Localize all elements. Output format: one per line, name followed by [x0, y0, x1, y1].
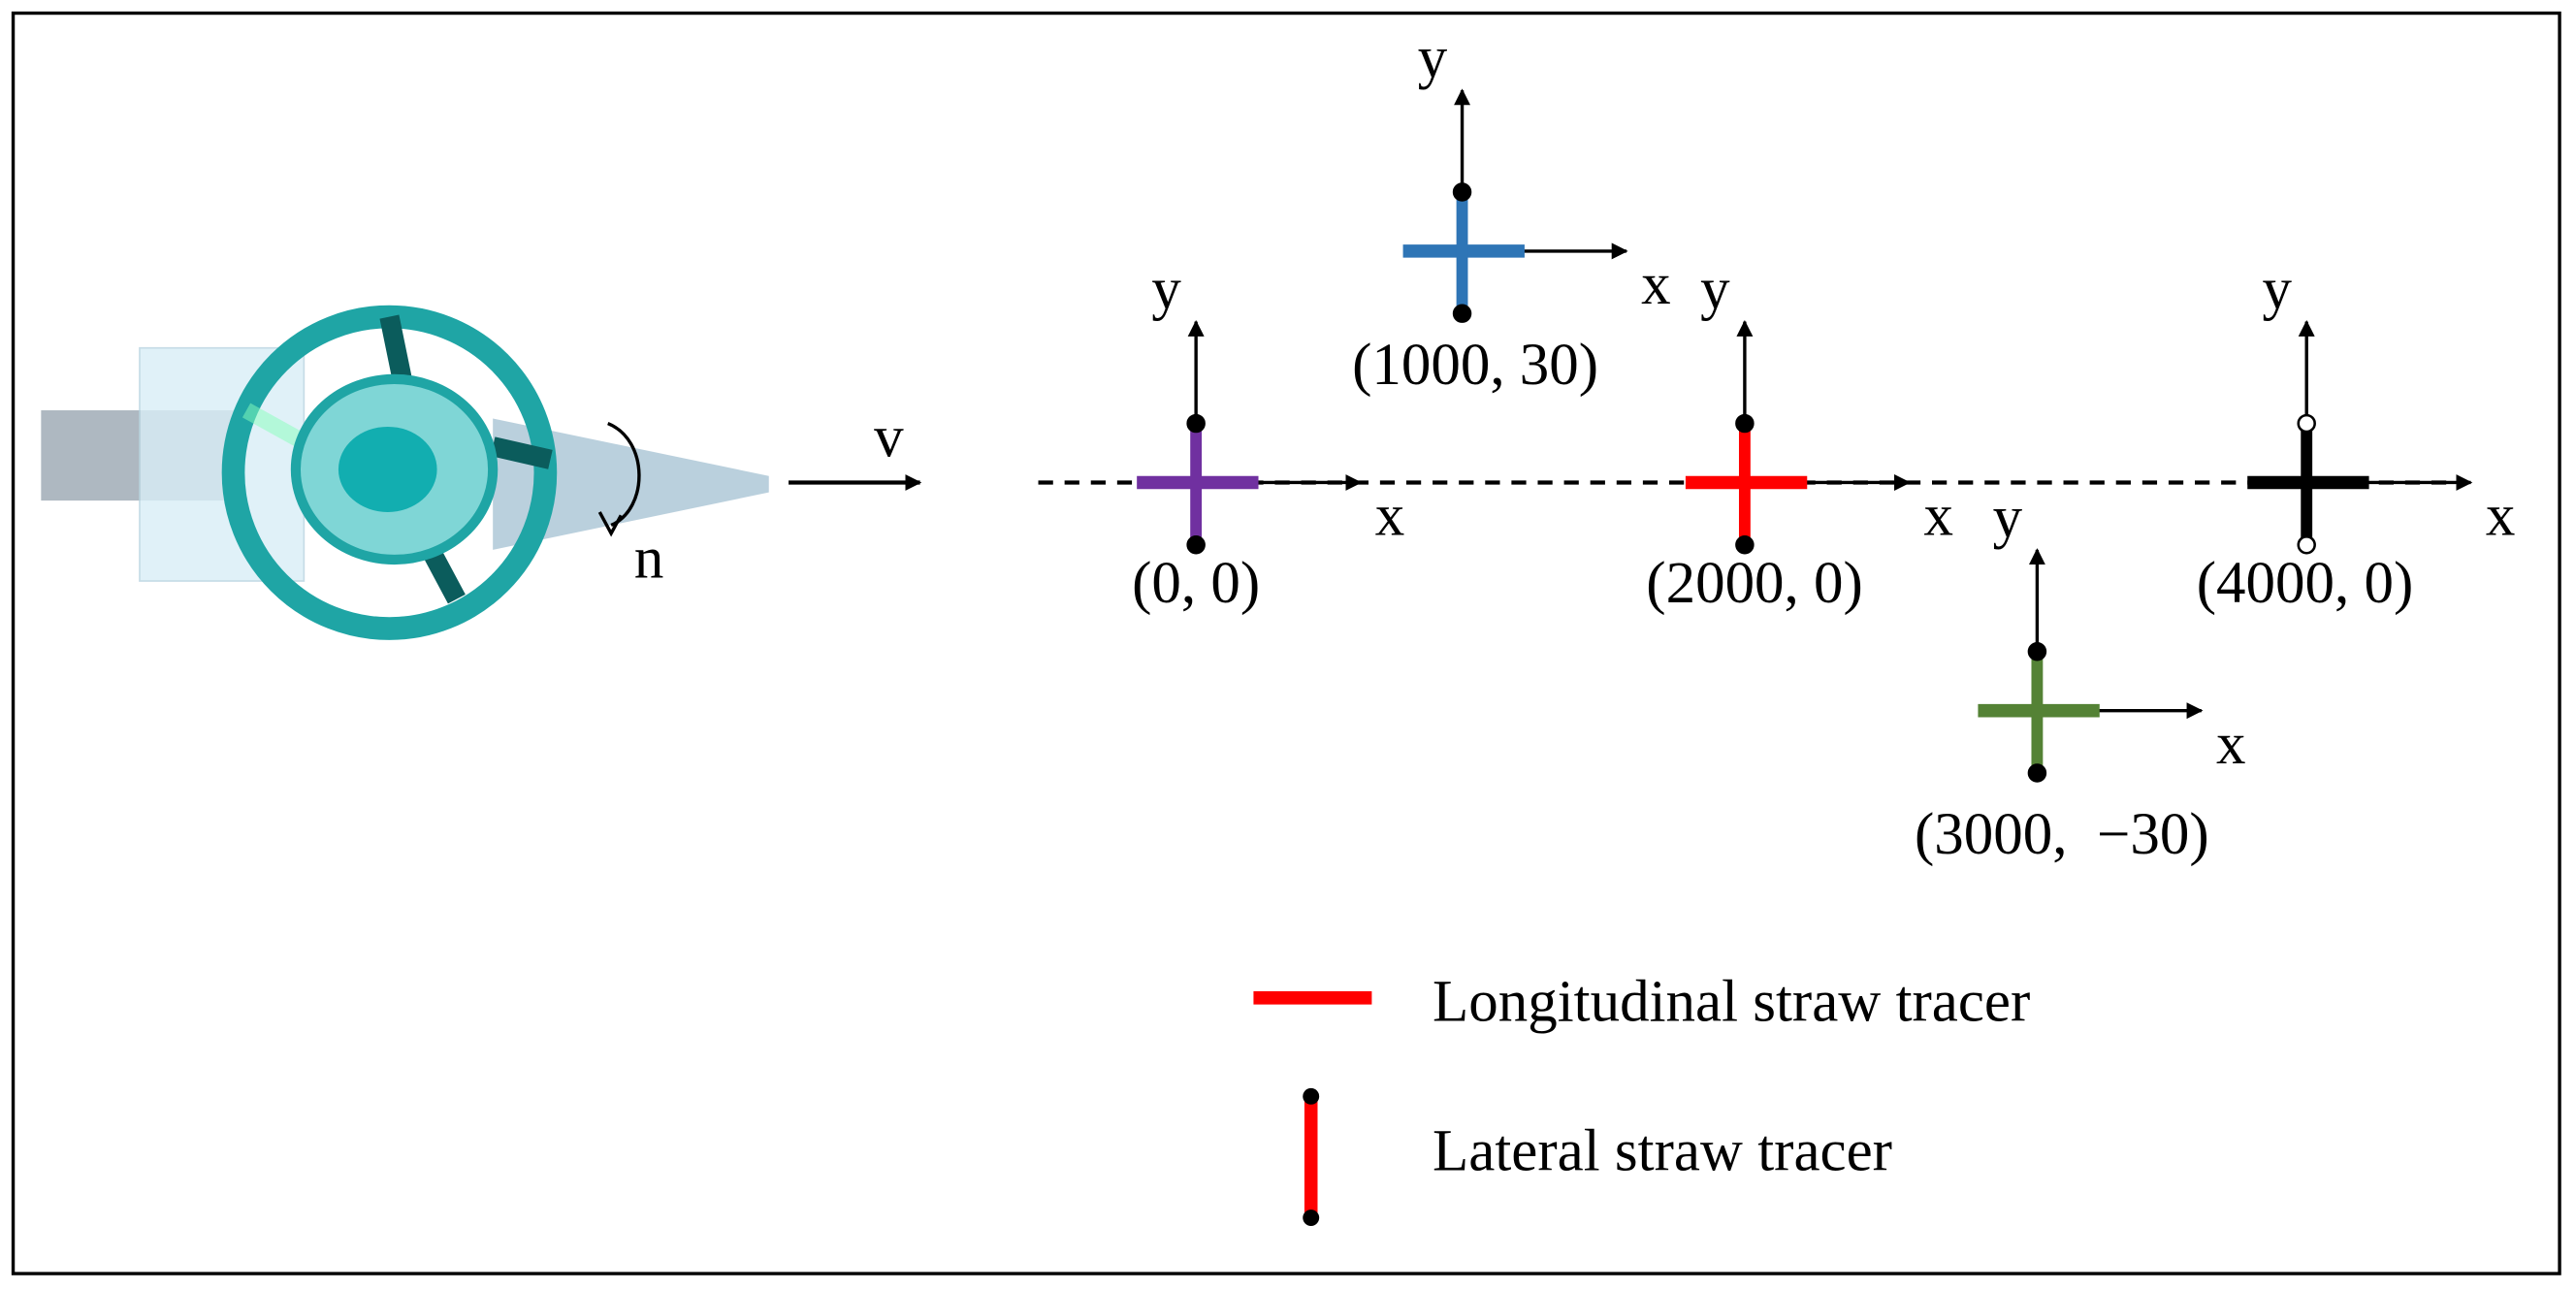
y-axis-label: y [1151, 257, 1181, 322]
coordinate-label: (3000, −30) [1915, 802, 2209, 867]
y-axis-label: y [1993, 485, 2023, 550]
tracer-end [1186, 413, 1206, 434]
coordinate-label: (0, 0) [1132, 551, 1260, 616]
coordinate-label: (4000, 0) [2197, 551, 2414, 616]
coordinate-label: (2000, 0) [1646, 551, 1863, 616]
tracer-end [1735, 413, 1755, 434]
velocity-label: v [874, 404, 904, 469]
rotation-label: n [634, 527, 663, 592]
tracer-end [2297, 535, 2316, 555]
x-axis-label: x [2486, 484, 2515, 549]
tracer-end [1303, 1087, 1320, 1105]
x-axis-label: x [1375, 484, 1404, 549]
tracer-end [1186, 535, 1206, 555]
x-axis-label: x [1641, 252, 1670, 317]
tracer-end [1735, 535, 1755, 555]
y-axis-label: y [1700, 257, 1730, 322]
tracer-end [1303, 1209, 1320, 1227]
coordinate-label: (1000, 30) [1352, 333, 1598, 398]
tracer-end [1452, 182, 1472, 202]
x-axis-label: x [1924, 484, 1953, 549]
tracer-end [2027, 763, 2047, 783]
legend-label: Longitudinal straw tracer [1433, 970, 2030, 1035]
tracer-end [2297, 413, 2316, 434]
y-axis-label: y [2262, 257, 2292, 322]
machine [41, 305, 769, 640]
x-axis-label: x [2216, 712, 2245, 777]
tracer-end [1452, 304, 1472, 323]
frame [11, 11, 2561, 1275]
y-axis-label: y [1418, 26, 1448, 91]
tracer-end [2027, 642, 2047, 661]
legend-label: Lateral straw tracer [1433, 1119, 1892, 1184]
